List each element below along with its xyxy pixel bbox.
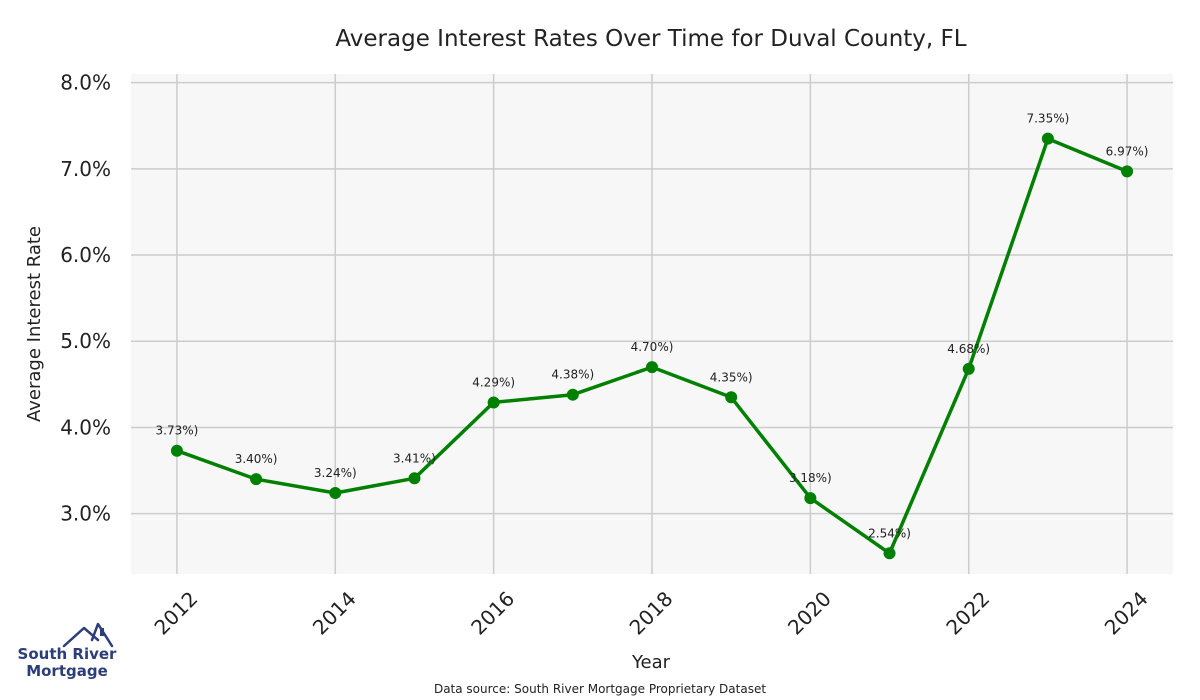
y-axis-ticks: 3.0% 4.0% 5.0% 6.0% 7.0% 8.0%	[60, 71, 111, 526]
x-tick-label: 2016	[466, 587, 519, 640]
y-tick-label: 8.0%	[60, 71, 111, 95]
y-tick-label: 6.0%	[60, 243, 111, 267]
data-point	[725, 391, 738, 404]
chart-title: Average Interest Rates Over Time for Duv…	[335, 26, 966, 52]
x-tick-label: 2024	[1100, 587, 1153, 640]
data-label: 4.70%)	[631, 340, 674, 354]
data-label: 3.41%)	[393, 451, 436, 465]
data-label: 4.29%)	[472, 375, 515, 389]
data-label: 3.24%)	[314, 466, 357, 480]
data-point	[804, 492, 817, 505]
y-tick-label: 3.0%	[60, 502, 111, 526]
data-label: 3.18%)	[789, 471, 832, 485]
x-tick-label: 2022	[941, 587, 994, 640]
data-label: 4.35%)	[710, 370, 753, 384]
south-river-mortgage-logo: South River Mortgage	[18, 622, 118, 680]
data-point	[1121, 165, 1134, 178]
data-point	[883, 547, 896, 560]
x-tick-label: 2020	[783, 587, 836, 640]
data-point	[408, 472, 421, 485]
data-label: 4.38%)	[551, 368, 594, 382]
data-points	[170, 132, 1134, 560]
data-point	[1041, 132, 1054, 145]
x-tick-label: 2014	[308, 587, 361, 640]
data-label: 7.35%)	[1026, 112, 1069, 126]
y-tick-label: 5.0%	[60, 329, 111, 353]
data-point	[487, 396, 500, 409]
data-point	[962, 362, 975, 375]
data-source-note: Data source: South River Mortgage Propri…	[434, 682, 766, 696]
data-point	[250, 473, 263, 486]
y-tick-label: 4.0%	[60, 415, 111, 439]
logo-text-line2: Mortgage	[26, 662, 108, 680]
data-label: 3.73%)	[156, 424, 199, 438]
data-label: 6.97%)	[1106, 144, 1149, 158]
house-icon	[62, 622, 114, 648]
data-label: 3.40%)	[235, 452, 278, 466]
data-point	[329, 486, 342, 499]
data-labels: 3.73%) 3.40%) 3.24%) 3.41%) 4.29%) 4.38%) 4.70…	[156, 112, 1149, 541]
x-tick-label: 2018	[625, 587, 678, 640]
x-axis-ticks: 2012 2014 2016 2018 2020 2022 2024	[149, 587, 1152, 640]
x-tick-label: 2012	[149, 587, 202, 640]
data-point	[566, 388, 579, 401]
logo-text-line1: South River	[18, 645, 118, 663]
data-point	[646, 361, 658, 374]
data-label: 4.68%)	[947, 342, 990, 356]
y-axis-label: Average Interest Rate	[24, 226, 45, 422]
data-point	[170, 444, 183, 457]
grid-lines	[131, 74, 1173, 574]
data-label: 2.54%)	[868, 526, 911, 540]
x-axis-label: Year	[631, 652, 671, 673]
y-tick-label: 7.0%	[60, 157, 111, 181]
